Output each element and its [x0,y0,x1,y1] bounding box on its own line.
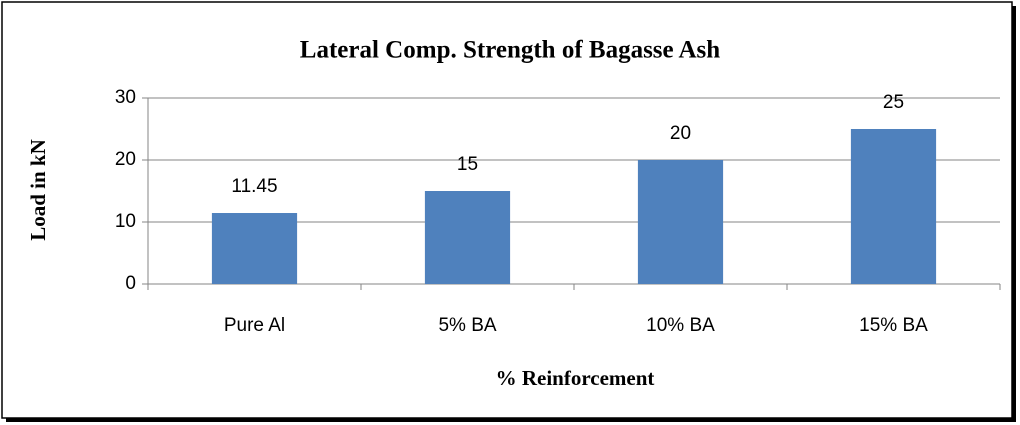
y-tick-label: 10 [115,211,136,232]
x-tick-label: 15% BA [859,315,928,336]
data-label: 11.45 [231,176,277,197]
bar [211,213,298,284]
y-axis-label: Load in kN [26,139,50,241]
y-tick-label: 30 [115,87,136,108]
x-tick-label: 10% BA [646,315,715,336]
bar [850,129,937,284]
x-tick-label: 5% BA [438,315,496,336]
x-tick-label: Pure Al [224,315,285,336]
data-label: 15 [457,154,478,175]
data-label: 20 [670,123,691,144]
y-tick-label: 20 [115,149,136,170]
y-tick-label: 0 [125,273,136,294]
chart-title: Lateral Comp. Strength of Bagasse Ash [300,37,720,64]
bar [637,160,724,284]
x-axis-label: % Reinforcement [496,366,655,390]
data-label: 25 [883,92,904,113]
bar [424,191,511,284]
